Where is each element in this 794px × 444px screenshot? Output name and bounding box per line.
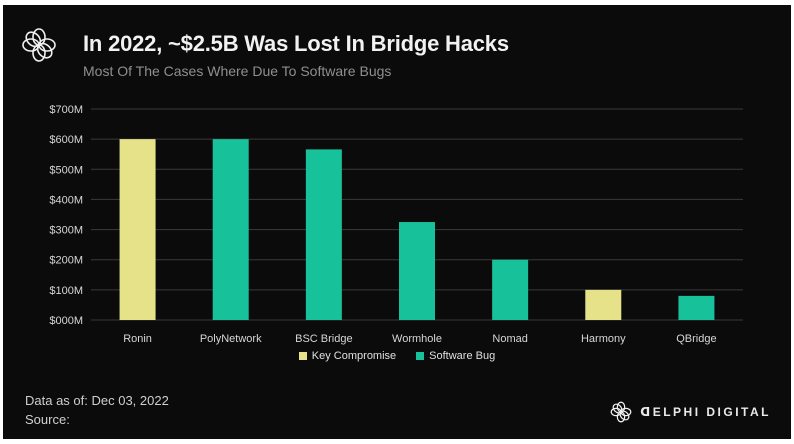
y-tick-label: $300M	[49, 225, 83, 237]
delphi-flower-icon	[22, 28, 56, 62]
legend-label-software-bug: Software Bug	[429, 350, 496, 362]
chart-legend: Key Compromise Software Bug	[3, 350, 791, 362]
brand-name: ᗡELPHI DIGITAL	[640, 405, 771, 419]
x-tick-label: BSC Bridge	[295, 333, 352, 345]
x-tick-label: Harmony	[581, 333, 626, 345]
data-as-of-label: Data as of: Dec 03, 2022	[25, 393, 169, 408]
y-tick-label: $700M	[49, 104, 83, 116]
bar	[399, 222, 435, 320]
y-tick-label: $600M	[49, 134, 83, 146]
bar	[678, 295, 715, 320]
y-tick-label: $100M	[49, 285, 83, 297]
brand: ᗡELPHI DIGITAL	[610, 401, 771, 423]
chart-title: In 2022, ~$2.5B Was Lost In Bridge Hacks	[83, 31, 509, 56]
legend-swatch-software-bug	[416, 352, 425, 360]
legend-item-key-compromise: Key Compromise	[298, 350, 397, 362]
legend-swatch-key-compromise	[298, 352, 307, 360]
chart-subtitle: Most Of The Cases Where Due To Software …	[83, 63, 392, 79]
y-tick-label: $400M	[49, 194, 83, 206]
bar-chart: $000M $100M $200M $300M $400M $500M $600M $700M…	[49, 104, 743, 345]
bar	[212, 139, 249, 320]
legend-label-key-compromise: Key Compromise	[311, 350, 397, 362]
source-label: Source:	[25, 412, 70, 427]
x-tick-label: QBridge	[676, 333, 716, 345]
bar	[119, 139, 156, 320]
x-tick-label: Wormhole	[392, 333, 442, 345]
bar	[492, 259, 529, 320]
delphi-flower-icon	[610, 401, 632, 423]
y-tick-label: $000M	[49, 315, 83, 327]
x-tick-label: Ronin	[123, 333, 152, 345]
y-tick-label: $500M	[49, 164, 83, 176]
x-tick-label: PolyNetwork	[200, 333, 262, 345]
bar	[585, 289, 622, 320]
y-tick-label: $200M	[49, 255, 83, 267]
chart-card: In 2022, ~$2.5B Was Lost In Bridge Hacks…	[3, 5, 791, 439]
legend-item-software-bug: Software Bug	[416, 350, 495, 362]
bar	[305, 149, 342, 320]
x-tick-label: Nomad	[492, 333, 527, 345]
